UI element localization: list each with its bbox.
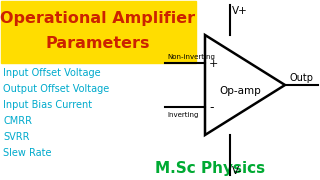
Text: Inverting: Inverting	[167, 112, 198, 118]
Text: Input Bias Current: Input Bias Current	[3, 100, 92, 110]
Text: CMRR: CMRR	[3, 116, 32, 126]
Text: +: +	[209, 59, 218, 69]
Text: V-: V-	[232, 166, 242, 176]
Text: Operational Amplifier: Operational Amplifier	[0, 10, 196, 26]
Text: Op-amp: Op-amp	[219, 86, 261, 96]
Text: Parameters: Parameters	[46, 37, 150, 51]
Text: Output Offset Voltage: Output Offset Voltage	[3, 84, 109, 94]
Text: SVRR: SVRR	[3, 132, 29, 142]
Text: V+: V+	[232, 6, 248, 16]
Text: Slew Rate: Slew Rate	[3, 148, 52, 158]
FancyBboxPatch shape	[1, 1, 196, 63]
Text: Non-inverting: Non-inverting	[167, 54, 215, 60]
Text: M.Sc Physics: M.Sc Physics	[155, 161, 265, 176]
Text: Input Offset Voltage: Input Offset Voltage	[3, 68, 100, 78]
Text: Outp: Outp	[289, 73, 313, 83]
Text: -: -	[209, 102, 213, 114]
